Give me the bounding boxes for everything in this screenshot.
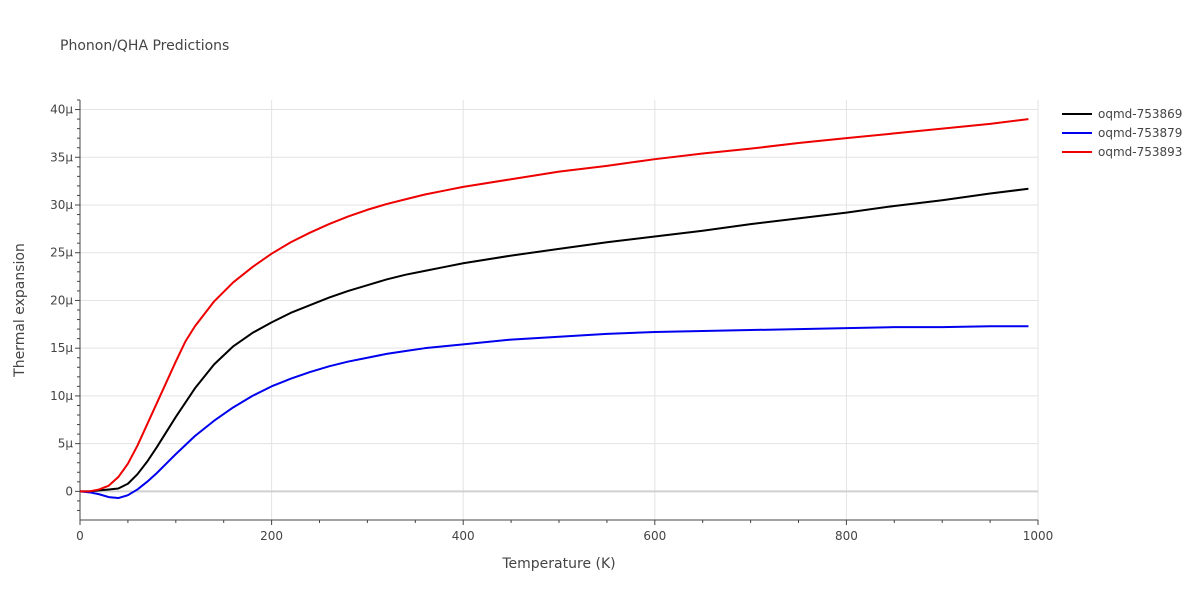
x-tick-label: 800 [835,529,858,543]
series-group [79,118,1029,500]
x-tick-label: 1000 [1023,529,1054,543]
axes: 0 200 400 600 800 1000 0 5μ 10μ 15μ 20μ 25μ 30μ 35μ 40… [50,99,1054,543]
x-axis-title: Temperature (K) [501,556,615,572]
y-tick-label: 30μ [50,198,73,212]
y-tick-label: 40μ [50,103,73,117]
legend-label: oqmd-753893 [1098,145,1182,159]
y-tick-label: 15μ [50,341,73,355]
series-line-oqmd-753893 [80,118,1029,493]
y-axis-title: Thermal expansion [12,243,28,378]
series-line-oqmd-753879 [79,325,1029,500]
legend-label: oqmd-753879 [1098,126,1182,140]
y-tick-label: 25μ [50,246,73,260]
y-tick-label: 35μ [50,150,73,164]
y-tick-label: 5μ [58,437,74,451]
grid [80,100,1039,520]
chart-title: Phonon/QHA Predictions [60,38,229,54]
legend: oqmd-753869 oqmd-753879 oqmd-753893 [1062,107,1182,159]
y-tick-label: 0 [65,484,73,498]
x-tick-label: 600 [643,529,666,543]
x-tick-label: 200 [260,529,283,543]
series-line-oqmd-753869 [80,187,1029,493]
x-tick-label: 0 [76,529,84,543]
y-tick-label: 20μ [50,293,73,307]
legend-label: oqmd-753869 [1098,107,1182,121]
y-tick-label: 10μ [50,389,73,403]
x-tick-label: 400 [452,529,475,543]
